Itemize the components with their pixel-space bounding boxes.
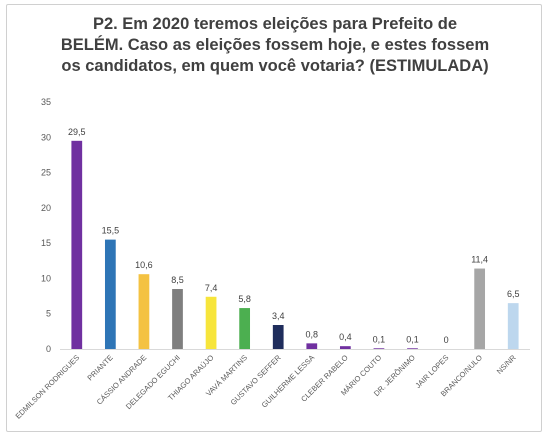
- y-tick-label: 10: [41, 273, 51, 283]
- data-label: 3,4: [272, 311, 285, 321]
- y-tick-label: 30: [41, 132, 51, 142]
- bar: [239, 308, 251, 349]
- chart-title-line-1: P2. Em 2020 teremos eleições para Prefei…: [92, 15, 458, 33]
- data-label: 7,4: [205, 283, 218, 293]
- data-label: 10,6: [135, 260, 153, 270]
- data-label: 15,5: [102, 226, 120, 236]
- chart-frame: [6, 4, 542, 432]
- y-tick-label: 5: [46, 309, 51, 319]
- bar: [104, 239, 116, 349]
- bar: [306, 343, 318, 349]
- y-tick-label: 35: [41, 97, 51, 107]
- data-label: 0,4: [339, 332, 352, 342]
- chart-title-line-2: BELÉM. Caso as eleições fossem hoje, e e…: [60, 36, 490, 54]
- bar: [373, 348, 385, 349]
- data-label: 0,8: [306, 329, 319, 339]
- data-label: 29,5: [68, 127, 86, 137]
- chart-title-line-3: os candidatos, em quem você votaria? (ES…: [61, 57, 489, 75]
- data-label: 11,4: [471, 255, 488, 265]
- y-tick-label: 15: [41, 238, 51, 248]
- data-label: 0,1: [406, 334, 419, 344]
- category-label: NS/NR: [495, 353, 518, 376]
- y-tick-label: 25: [41, 168, 51, 178]
- data-label: 0,1: [373, 334, 386, 344]
- bar: [172, 289, 183, 349]
- y-tick-label: 20: [41, 203, 51, 213]
- chart-title: P2. Em 2020 teremos eleições para Prefei…: [10, 14, 540, 77]
- category-label: EDMILSON RODRIGUES: [14, 353, 82, 421]
- bar: [138, 274, 150, 349]
- y-tick-label: 0: [46, 344, 51, 354]
- data-label: 6,5: [507, 289, 520, 299]
- bar: [339, 346, 351, 349]
- bar: [507, 303, 519, 349]
- bar: [407, 348, 418, 349]
- data-label: 0: [444, 335, 449, 345]
- bar: [205, 296, 217, 349]
- data-label: 8,5: [171, 275, 184, 285]
- category-label: PRIANTE: [85, 353, 114, 382]
- bar: [71, 140, 83, 349]
- bar: [474, 268, 486, 349]
- data-label: 5,8: [238, 294, 251, 304]
- bar: [272, 325, 284, 349]
